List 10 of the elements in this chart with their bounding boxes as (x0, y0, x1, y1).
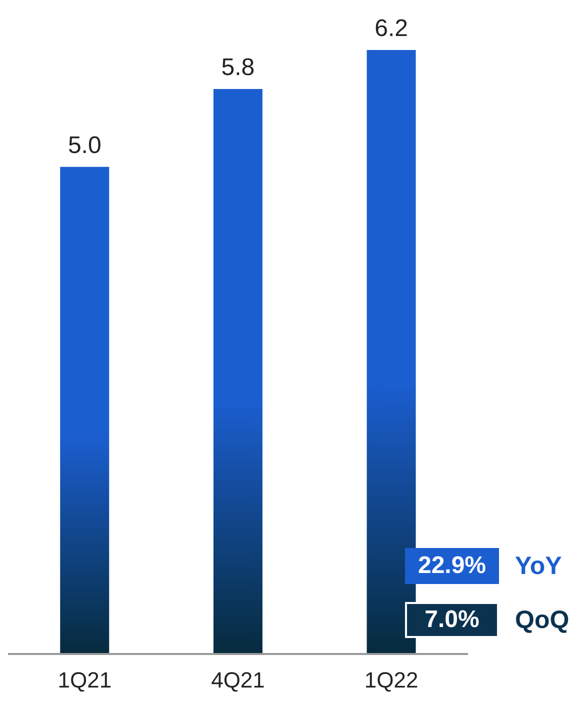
label-badge: 22.9% (405, 548, 499, 584)
x-tick-label: 4Q21 (211, 668, 265, 693)
label-badge: 7.0% (405, 602, 499, 638)
data-label: 5.0 (68, 132, 102, 159)
text: QoQ (515, 606, 570, 634)
data-label: 6.2 (374, 15, 408, 42)
data-label: 5.8 (221, 54, 255, 81)
x-tick-label: 1Q21 (58, 668, 112, 693)
text: YoY (515, 552, 562, 580)
x-tick-label: 1Q22 (364, 668, 418, 693)
